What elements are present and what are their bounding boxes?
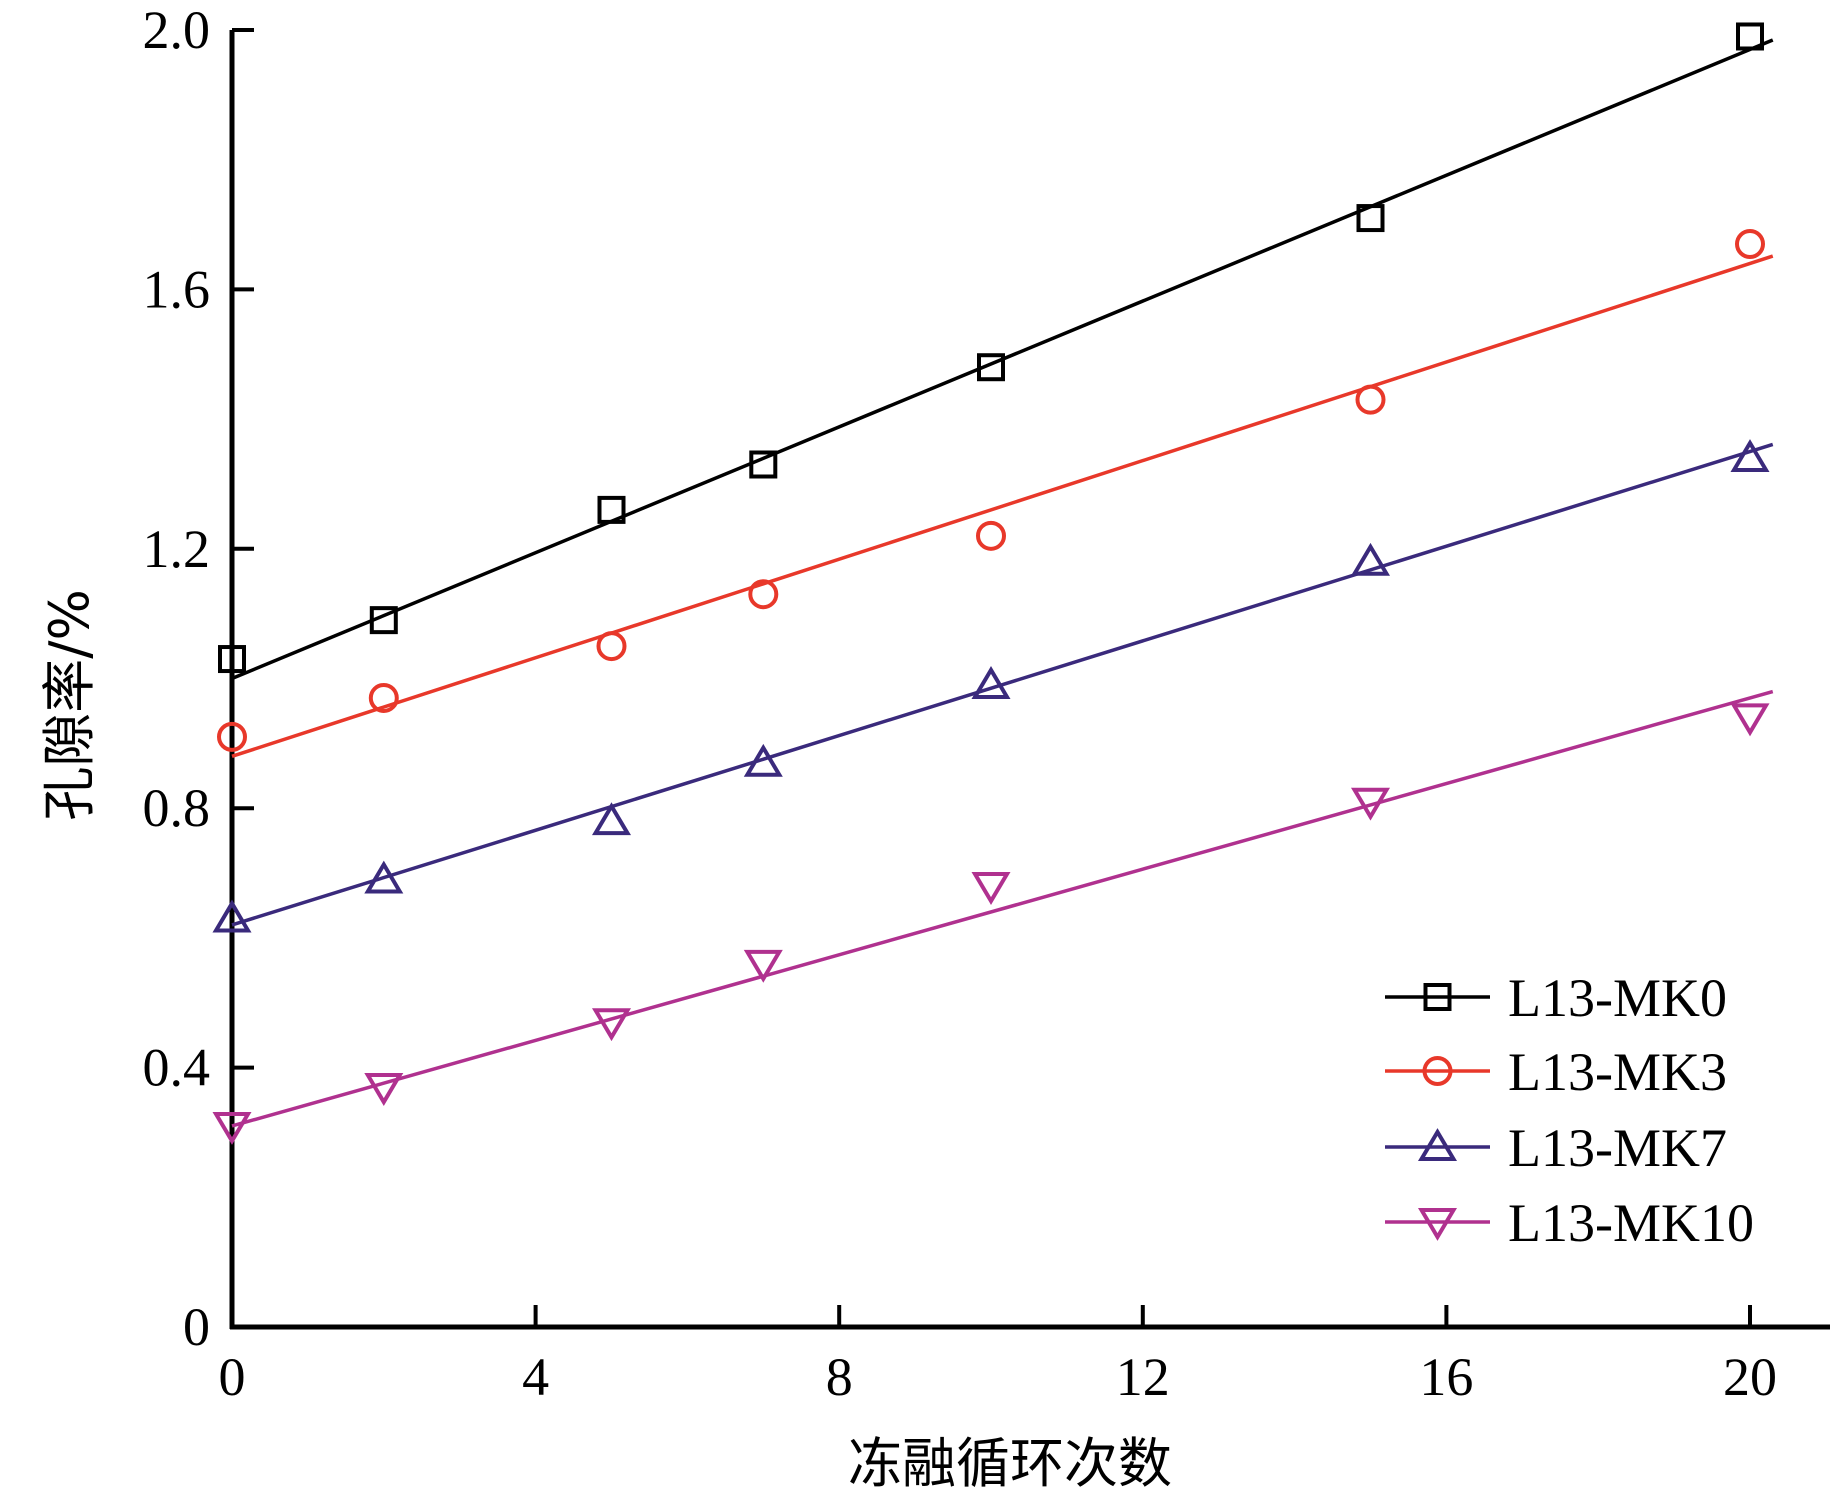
data-point bbox=[218, 645, 246, 674]
x-tick-label: 12 bbox=[1116, 1347, 1170, 1407]
data-point bbox=[971, 872, 1011, 905]
y-tick-label: 2.0 bbox=[143, 0, 211, 60]
legend-label: L13-MK10 bbox=[1508, 1193, 1754, 1253]
data-point bbox=[1730, 703, 1770, 737]
legend-entry: L13-MK10 bbox=[1385, 1193, 1754, 1253]
data-point bbox=[1350, 542, 1391, 576]
legend-label: L13-MK7 bbox=[1508, 1118, 1727, 1178]
data-point bbox=[976, 520, 1006, 551]
axes: 0 0.4 0.8 1.2 1.6 2.0 0 4 8 12 16 20 bbox=[143, 0, 1830, 1407]
y-tick-label: 0.8 bbox=[143, 778, 211, 838]
legend-marker bbox=[1422, 1056, 1453, 1086]
data-point bbox=[1355, 384, 1386, 415]
series-L13-MK7 bbox=[212, 439, 1774, 933]
legend-label: L13-MK0 bbox=[1508, 968, 1727, 1028]
data-point bbox=[1736, 22, 1764, 51]
legend-marker bbox=[1417, 1208, 1458, 1241]
y-tick-label: 0.4 bbox=[143, 1038, 211, 1098]
fit-line bbox=[231, 442, 1774, 927]
fit-line bbox=[231, 254, 1774, 758]
data-point bbox=[1730, 439, 1770, 473]
legend-label: L13-MK3 bbox=[1508, 1042, 1727, 1102]
series-L13-MK10 bbox=[212, 689, 1774, 1145]
x-tick-label: 20 bbox=[1723, 1347, 1777, 1407]
data-point bbox=[364, 860, 404, 894]
fit-line bbox=[231, 689, 1774, 1128]
data-point bbox=[749, 450, 778, 479]
data-point bbox=[212, 899, 252, 933]
data-point bbox=[591, 1008, 632, 1042]
data-point bbox=[597, 495, 626, 524]
data-point bbox=[1350, 787, 1391, 821]
x-tick-label: 8 bbox=[826, 1347, 853, 1407]
data-point bbox=[1735, 229, 1765, 260]
plot-area bbox=[212, 22, 1774, 1145]
data-point bbox=[591, 802, 632, 836]
legend-entry: L13-MK3 bbox=[1385, 1042, 1727, 1102]
data-point bbox=[743, 743, 783, 777]
data-point bbox=[977, 353, 1005, 382]
data-point bbox=[368, 682, 399, 713]
data-point bbox=[1356, 204, 1385, 233]
y-tick-label: 0 bbox=[183, 1297, 210, 1357]
legend-marker bbox=[1417, 1128, 1458, 1161]
data-point bbox=[743, 949, 783, 983]
x-axis-title: 冻融循环次数 bbox=[848, 1432, 1172, 1495]
series-L13-MK0 bbox=[218, 22, 1774, 681]
y-tick-label: 1.2 bbox=[143, 519, 211, 579]
y-tick-label: 1.6 bbox=[143, 259, 211, 319]
data-point bbox=[369, 606, 398, 635]
data-point bbox=[748, 579, 779, 610]
x-tick-label: 4 bbox=[522, 1347, 549, 1407]
x-tick-label: 16 bbox=[1419, 1347, 1473, 1407]
data-point bbox=[971, 666, 1011, 699]
legend-entry: L13-MK0 bbox=[1385, 968, 1727, 1028]
data-point bbox=[596, 631, 627, 662]
legend-entry: L13-MK7 bbox=[1385, 1118, 1727, 1178]
legend: L13-MK0 L13-MK3 L13-MK7 L13-MK10 bbox=[1385, 968, 1754, 1253]
y-axis-title: 孔隙率/% bbox=[38, 589, 101, 821]
data-point bbox=[217, 721, 247, 752]
x-tick-label: 0 bbox=[219, 1347, 246, 1407]
data-point bbox=[212, 1111, 252, 1145]
data-point bbox=[364, 1073, 404, 1106]
legend-marker bbox=[1423, 983, 1452, 1011]
series-L13-MK3 bbox=[217, 229, 1774, 758]
